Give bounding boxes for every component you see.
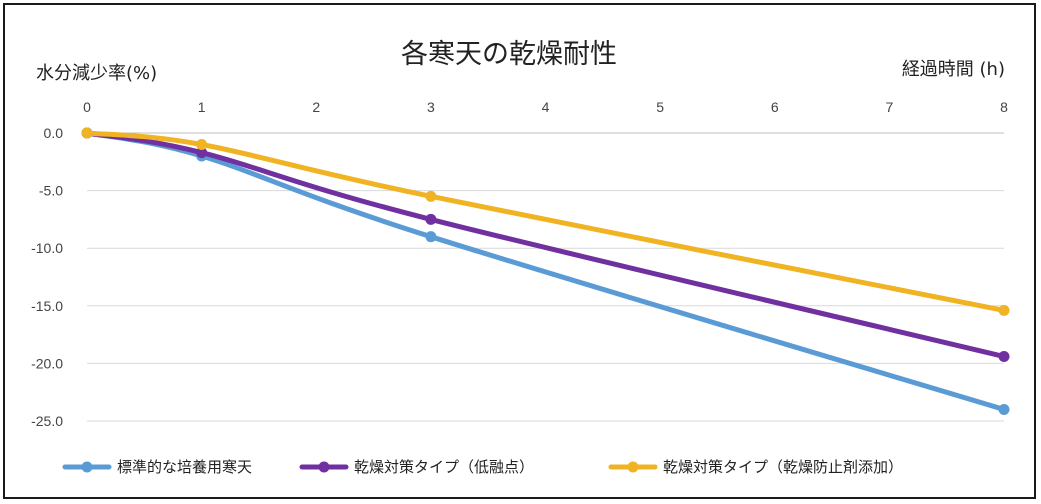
y-tick-label: -5.0 <box>39 183 63 199</box>
x-tick-label: 7 <box>885 99 893 115</box>
data-point <box>425 190 437 202</box>
series-line-3 <box>84 130 1007 313</box>
legend-swatch-marker <box>81 461 93 473</box>
x-tick-label: 0 <box>83 99 91 115</box>
series-line-2 <box>84 130 1007 359</box>
x-tick-label: 1 <box>198 99 206 115</box>
legend-swatch-marker <box>627 461 639 473</box>
x-tick-label: 8 <box>1000 99 1008 115</box>
x-tick-label: 4 <box>542 99 550 115</box>
y-tick-label: -25.0 <box>31 413 63 429</box>
legend-label: 標準的な培養用寒天 <box>117 458 252 476</box>
y-tick-label: -20.0 <box>31 355 63 371</box>
x-axis-title: 経過時間 (h) <box>902 59 1005 80</box>
x-tick-label: 3 <box>427 99 435 115</box>
chart-title: 各寒天の乾燥耐性 <box>401 39 617 70</box>
legend-swatch-marker <box>318 461 330 473</box>
data-point <box>196 147 208 159</box>
line-chart: 各寒天の乾燥耐性 水分減少率(%) 経過時間 (h) 0 1 2 3 4 5 6 7 8 0.0… <box>31 39 1010 476</box>
x-tick-label: 6 <box>771 99 779 115</box>
data-point <box>425 231 437 243</box>
y-tick-label: -10.0 <box>31 240 63 256</box>
data-point <box>81 127 93 139</box>
y-axis-title: 水分減少率(%) <box>36 63 157 84</box>
x-tick-label: 5 <box>656 99 664 115</box>
data-point <box>998 403 1010 415</box>
legend-label: 乾燥対策タイプ（低融点） <box>354 458 534 476</box>
data-point <box>425 213 437 225</box>
chart-frame: 各寒天の乾燥耐性 水分減少率(%) 経過時間 (h) 0 1 2 3 4 5 6 7 8 0.0… <box>3 3 1036 499</box>
data-point <box>998 350 1010 362</box>
y-tick-label: 0.0 <box>44 125 64 141</box>
data-point <box>196 139 208 151</box>
legend-label: 乾燥対策タイプ（乾燥防止剤添加） <box>663 458 903 476</box>
y-tick-label: -15.0 <box>31 298 63 314</box>
x-tick-label: 2 <box>312 99 320 115</box>
data-point <box>998 304 1010 316</box>
series-line-1 <box>84 130 1007 412</box>
